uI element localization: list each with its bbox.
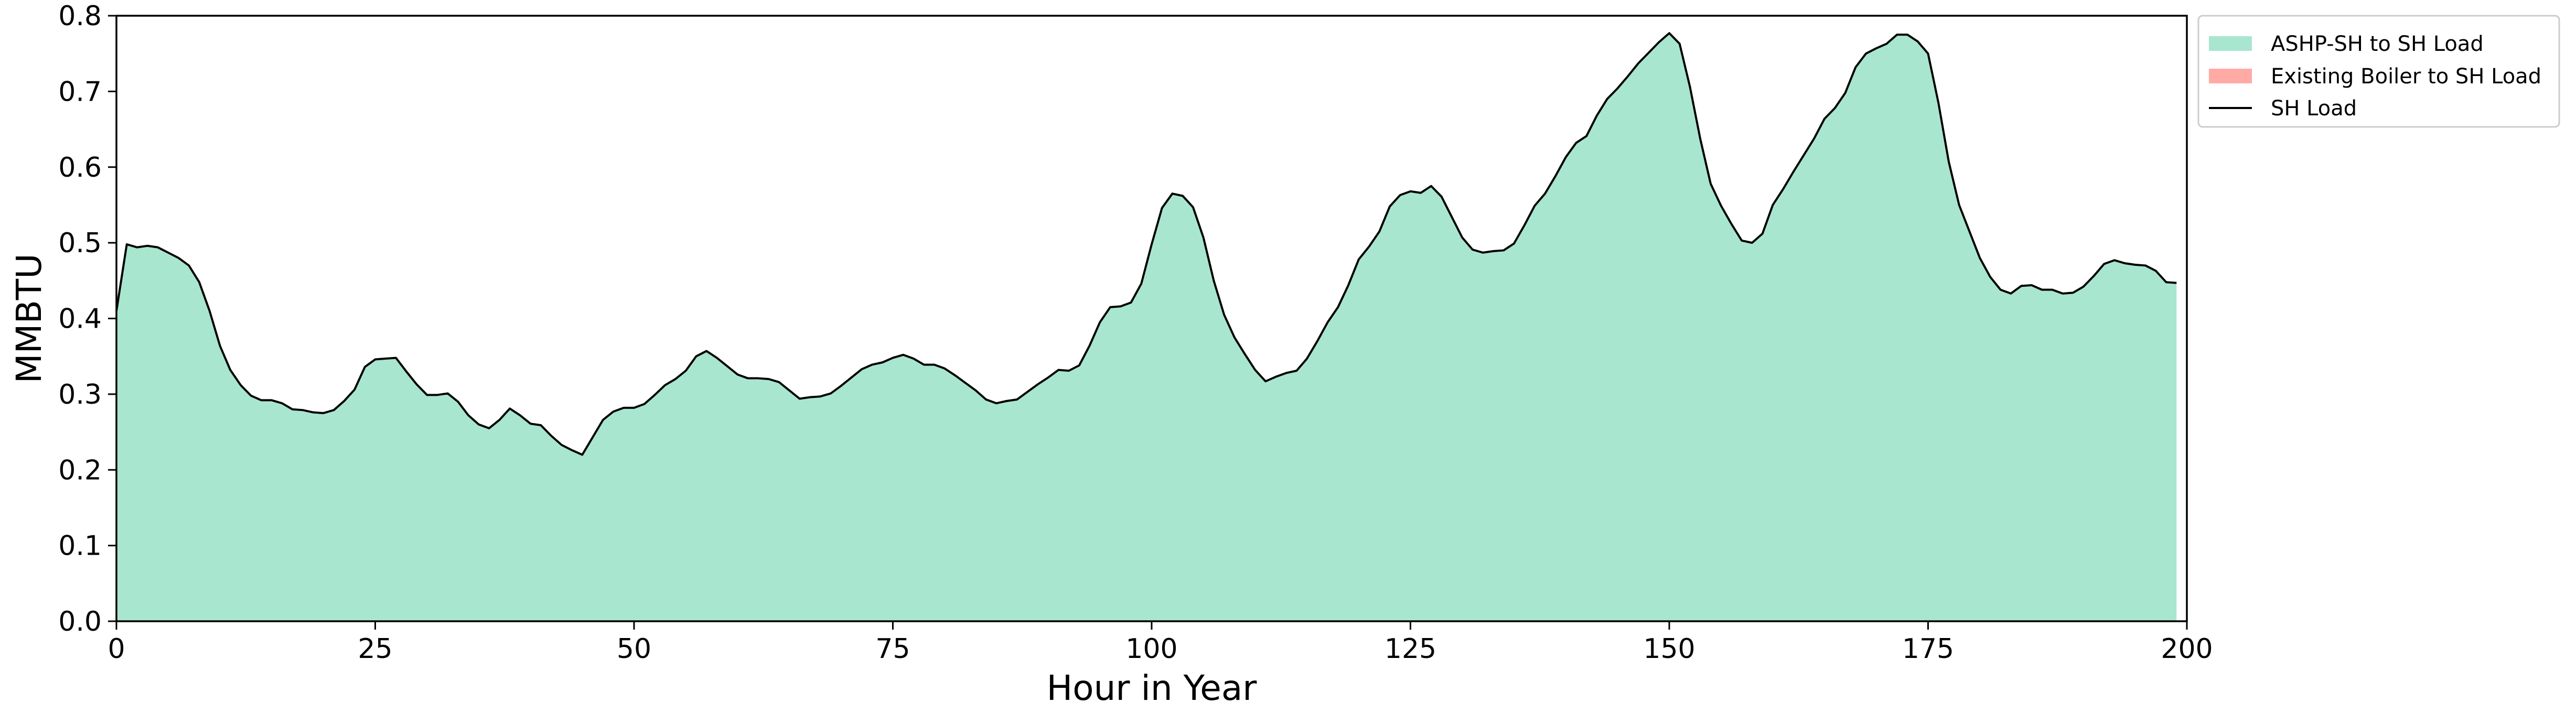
y-tick-label: 0.0 bbox=[58, 606, 102, 637]
x-tick-label: 150 bbox=[1643, 633, 1695, 665]
y-tick-label: 0.8 bbox=[58, 1, 102, 32]
plot-area bbox=[115, 15, 2188, 622]
x-tick-label: 25 bbox=[358, 633, 392, 665]
x-axis-label: Hour in Year bbox=[1047, 668, 1258, 708]
y-tick-label: 0.2 bbox=[58, 455, 102, 486]
x-tick-label: 75 bbox=[875, 633, 910, 665]
legend-swatch bbox=[2209, 69, 2252, 83]
x-axis: 0 25 50 75 100 125 150 175 200 bbox=[108, 621, 2213, 665]
y-tick-label: 0.7 bbox=[58, 76, 102, 107]
y-axis-label: MMBTU bbox=[9, 254, 49, 384]
x-tick-label: 0 bbox=[108, 633, 125, 665]
x-tick-label: 200 bbox=[2161, 633, 2213, 665]
x-tick-label: 125 bbox=[1384, 633, 1436, 665]
y-tick-label: 0.5 bbox=[58, 228, 102, 259]
x-tick-label: 50 bbox=[617, 633, 651, 665]
legend-swatch bbox=[2209, 36, 2252, 51]
y-tick-label: 0.4 bbox=[58, 304, 102, 335]
legend-label: Existing Boiler to SH Load bbox=[2271, 64, 2541, 89]
legend-box bbox=[2197, 15, 2560, 128]
y-tick-label: 0.6 bbox=[58, 152, 102, 183]
legend: ASHP-SH to SH Load Existing Boiler to SH … bbox=[2197, 15, 2560, 128]
x-tick-label: 100 bbox=[1125, 633, 1177, 665]
y-tick-label: 0.1 bbox=[58, 531, 102, 562]
y-axis: 0.0 0.1 0.2 0.3 0.4 0.5 0.6 0.7 0.8 bbox=[58, 1, 116, 637]
x-tick-label: 175 bbox=[1902, 633, 1954, 665]
ashp-sh-area bbox=[116, 33, 2177, 622]
legend-label: ASHP-SH to SH Load bbox=[2271, 32, 2484, 56]
legend-label: SH Load bbox=[2271, 96, 2357, 121]
y-tick-label: 0.3 bbox=[58, 379, 102, 410]
sh-load-line bbox=[115, 32, 2177, 456]
